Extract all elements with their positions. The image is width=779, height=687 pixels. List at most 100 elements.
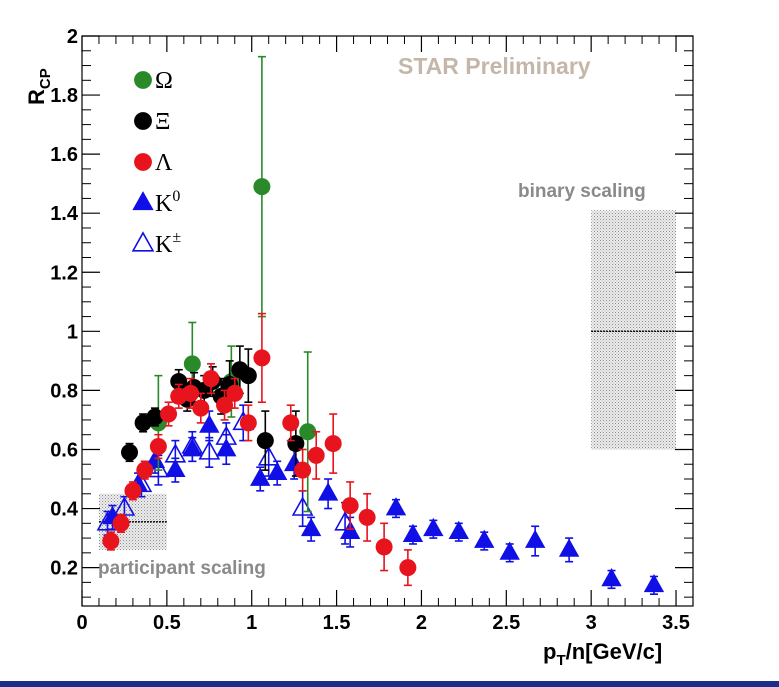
k0-point bbox=[266, 461, 288, 480]
kpm-point bbox=[257, 446, 280, 466]
x-tick-label: 0 bbox=[76, 612, 87, 634]
k0-point bbox=[423, 517, 444, 537]
lambda-point bbox=[324, 435, 342, 453]
k0-point bbox=[216, 438, 237, 457]
x-tick-label: 1 bbox=[246, 612, 257, 634]
legend-item-xi: Ξ bbox=[134, 109, 170, 135]
lambda-point bbox=[192, 399, 210, 417]
scaling-bands bbox=[98, 210, 677, 550]
k0-point bbox=[558, 538, 580, 557]
series-k0 bbox=[102, 410, 665, 595]
legend-marker-kpm bbox=[131, 231, 155, 252]
legend-marker-lambda bbox=[134, 153, 152, 171]
xi-point bbox=[239, 367, 257, 385]
tick-labels: 0 0.5 1 1.5 2 2.5 3 3.5 0.2 0.4 0.6 0.8 1 1.2 1.4 1.6 1.… bbox=[50, 26, 690, 634]
legend-item-omega: Ω bbox=[134, 68, 173, 94]
xi-point bbox=[170, 373, 188, 391]
k0-point bbox=[144, 449, 166, 469]
x-tick-label: 3.5 bbox=[662, 612, 690, 634]
xi-point bbox=[256, 432, 274, 450]
x-axis-title-p: p bbox=[543, 639, 556, 664]
k0-point bbox=[402, 523, 424, 542]
data-series bbox=[96, 55, 665, 595]
x-tick-label: 2.5 bbox=[492, 612, 520, 634]
k0-point bbox=[182, 438, 203, 457]
lambda-point bbox=[358, 508, 376, 526]
lambda-point bbox=[375, 538, 393, 556]
y-tick-label: 0.8 bbox=[50, 380, 78, 402]
x-tick-label: 2 bbox=[416, 612, 427, 634]
y-tick-label: 0.4 bbox=[50, 499, 79, 521]
lambda-point bbox=[239, 414, 257, 432]
k0-point bbox=[499, 541, 520, 560]
lambda-point bbox=[294, 461, 312, 479]
x-axis-title-sub: T bbox=[556, 652, 565, 669]
k0-point bbox=[317, 482, 339, 501]
k0-point bbox=[300, 517, 322, 537]
lambda-point bbox=[124, 482, 142, 500]
legend-label-xi: Ξ bbox=[155, 109, 170, 135]
y-tick-label: 1.2 bbox=[50, 262, 78, 284]
k0-point bbox=[524, 529, 546, 548]
binary-scaling-label: binary scaling bbox=[518, 181, 646, 202]
lambda-point bbox=[216, 396, 234, 414]
x-axis-title: pT/n[GeV/c] bbox=[543, 639, 662, 669]
lambda-point bbox=[160, 405, 178, 423]
y-tick-label: 1 bbox=[67, 321, 78, 343]
lambda-point bbox=[399, 559, 417, 577]
binary-scaling-band bbox=[591, 210, 677, 450]
lambda-point bbox=[282, 414, 300, 432]
legend-label-superscript: 0 bbox=[172, 188, 180, 205]
y-tick-label: 1.4 bbox=[50, 203, 79, 225]
k0-point bbox=[199, 414, 220, 433]
lambda-point bbox=[253, 349, 271, 367]
legend-item-lambda: Λ bbox=[134, 150, 173, 176]
lambda-point bbox=[202, 370, 220, 388]
xi-point bbox=[287, 435, 305, 453]
omega-point bbox=[299, 423, 317, 441]
xi-point bbox=[146, 408, 164, 426]
y-tick-label: 1.8 bbox=[50, 85, 78, 107]
lambda-point bbox=[102, 532, 120, 550]
k0-point bbox=[339, 520, 361, 540]
bottom-border-bar bbox=[0, 681, 779, 687]
x-tick-label: 3 bbox=[586, 612, 597, 634]
series-lambda bbox=[102, 312, 417, 587]
y-axis-title: RCP bbox=[24, 68, 54, 105]
x-tick-label: 1.5 bbox=[323, 612, 351, 634]
k0-point bbox=[643, 573, 665, 593]
lambda-point bbox=[341, 497, 359, 515]
lambda-point bbox=[182, 384, 200, 402]
k0-point bbox=[448, 520, 469, 540]
y-tick-label: 2 bbox=[67, 26, 78, 48]
lambda-point bbox=[112, 514, 130, 532]
y-axis-title-main: R bbox=[24, 89, 49, 105]
k0-point bbox=[385, 497, 407, 516]
participant-scaling-label: participant scaling bbox=[98, 558, 266, 579]
lambda-point bbox=[136, 461, 154, 479]
k0-point bbox=[601, 568, 622, 587]
legend-marker-omega bbox=[134, 71, 152, 89]
watermark: STAR Preliminary bbox=[398, 53, 591, 79]
x-axis-title-rest: /n[GeV/c] bbox=[566, 639, 663, 664]
legend-label-omega: Ω bbox=[155, 68, 173, 94]
axis-ticks bbox=[81, 35, 693, 606]
omega-point bbox=[183, 355, 201, 373]
k0-point bbox=[165, 458, 186, 478]
lambda-point bbox=[226, 384, 244, 402]
k0-point bbox=[474, 529, 495, 548]
legend-marker-xi bbox=[134, 112, 152, 130]
legend-label-superscript: ± bbox=[172, 229, 181, 246]
y-axis-title-sub: CP bbox=[37, 68, 54, 89]
legend-label-lambda: Λ bbox=[155, 150, 173, 176]
lambda-point bbox=[149, 438, 167, 456]
y-tick-label: 0.2 bbox=[50, 558, 78, 580]
legend-marker-k0 bbox=[132, 191, 154, 211]
y-tick-label: 0.6 bbox=[50, 439, 78, 461]
y-tick-label: 1.6 bbox=[50, 144, 78, 166]
kpm-point bbox=[198, 440, 221, 460]
xi-point bbox=[121, 443, 139, 461]
